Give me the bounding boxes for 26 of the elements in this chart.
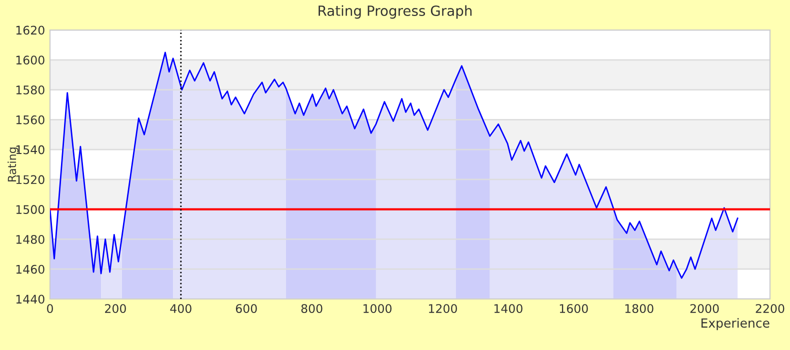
x-tick-label: 1600 [560, 304, 588, 313]
x-tick-label: 1400 [494, 304, 522, 313]
chart-title: Rating Progress Graph [318, 5, 472, 19]
y-tick-label: 1560 [16, 115, 44, 124]
x-tick-label: 2000 [690, 304, 719, 313]
x-axis-title: Experience [702, 318, 770, 330]
y-tick-label: 1500 [16, 205, 44, 214]
x-tick-label: 1200 [429, 304, 457, 313]
x-tick-label: 1800 [625, 304, 654, 313]
x-tick-label: 1000 [364, 304, 392, 313]
y-tick-label: 1540 [16, 145, 44, 154]
y-tick-label: 1580 [16, 86, 44, 94]
y-tick-label: 1460 [16, 264, 44, 274]
y-tick-label: 1620 [16, 26, 44, 35]
x-tick-label: 800 [301, 304, 322, 313]
line-series [50, 52, 738, 279]
x-tick-label: 600 [236, 304, 257, 313]
y-axis-title: Rating [8, 148, 18, 182]
x-tick-label: 0 [47, 304, 53, 313]
x-tick-label: 400 [170, 304, 192, 313]
y-tick-label: 1440 [16, 294, 44, 304]
x-tick-label: 2200 [756, 304, 784, 313]
y-tick-label: 1600 [16, 56, 44, 65]
y-tick-label: 1480 [16, 234, 44, 244]
x-tick-label: 200 [105, 304, 126, 313]
y-tick-label: 1520 [16, 175, 44, 184]
